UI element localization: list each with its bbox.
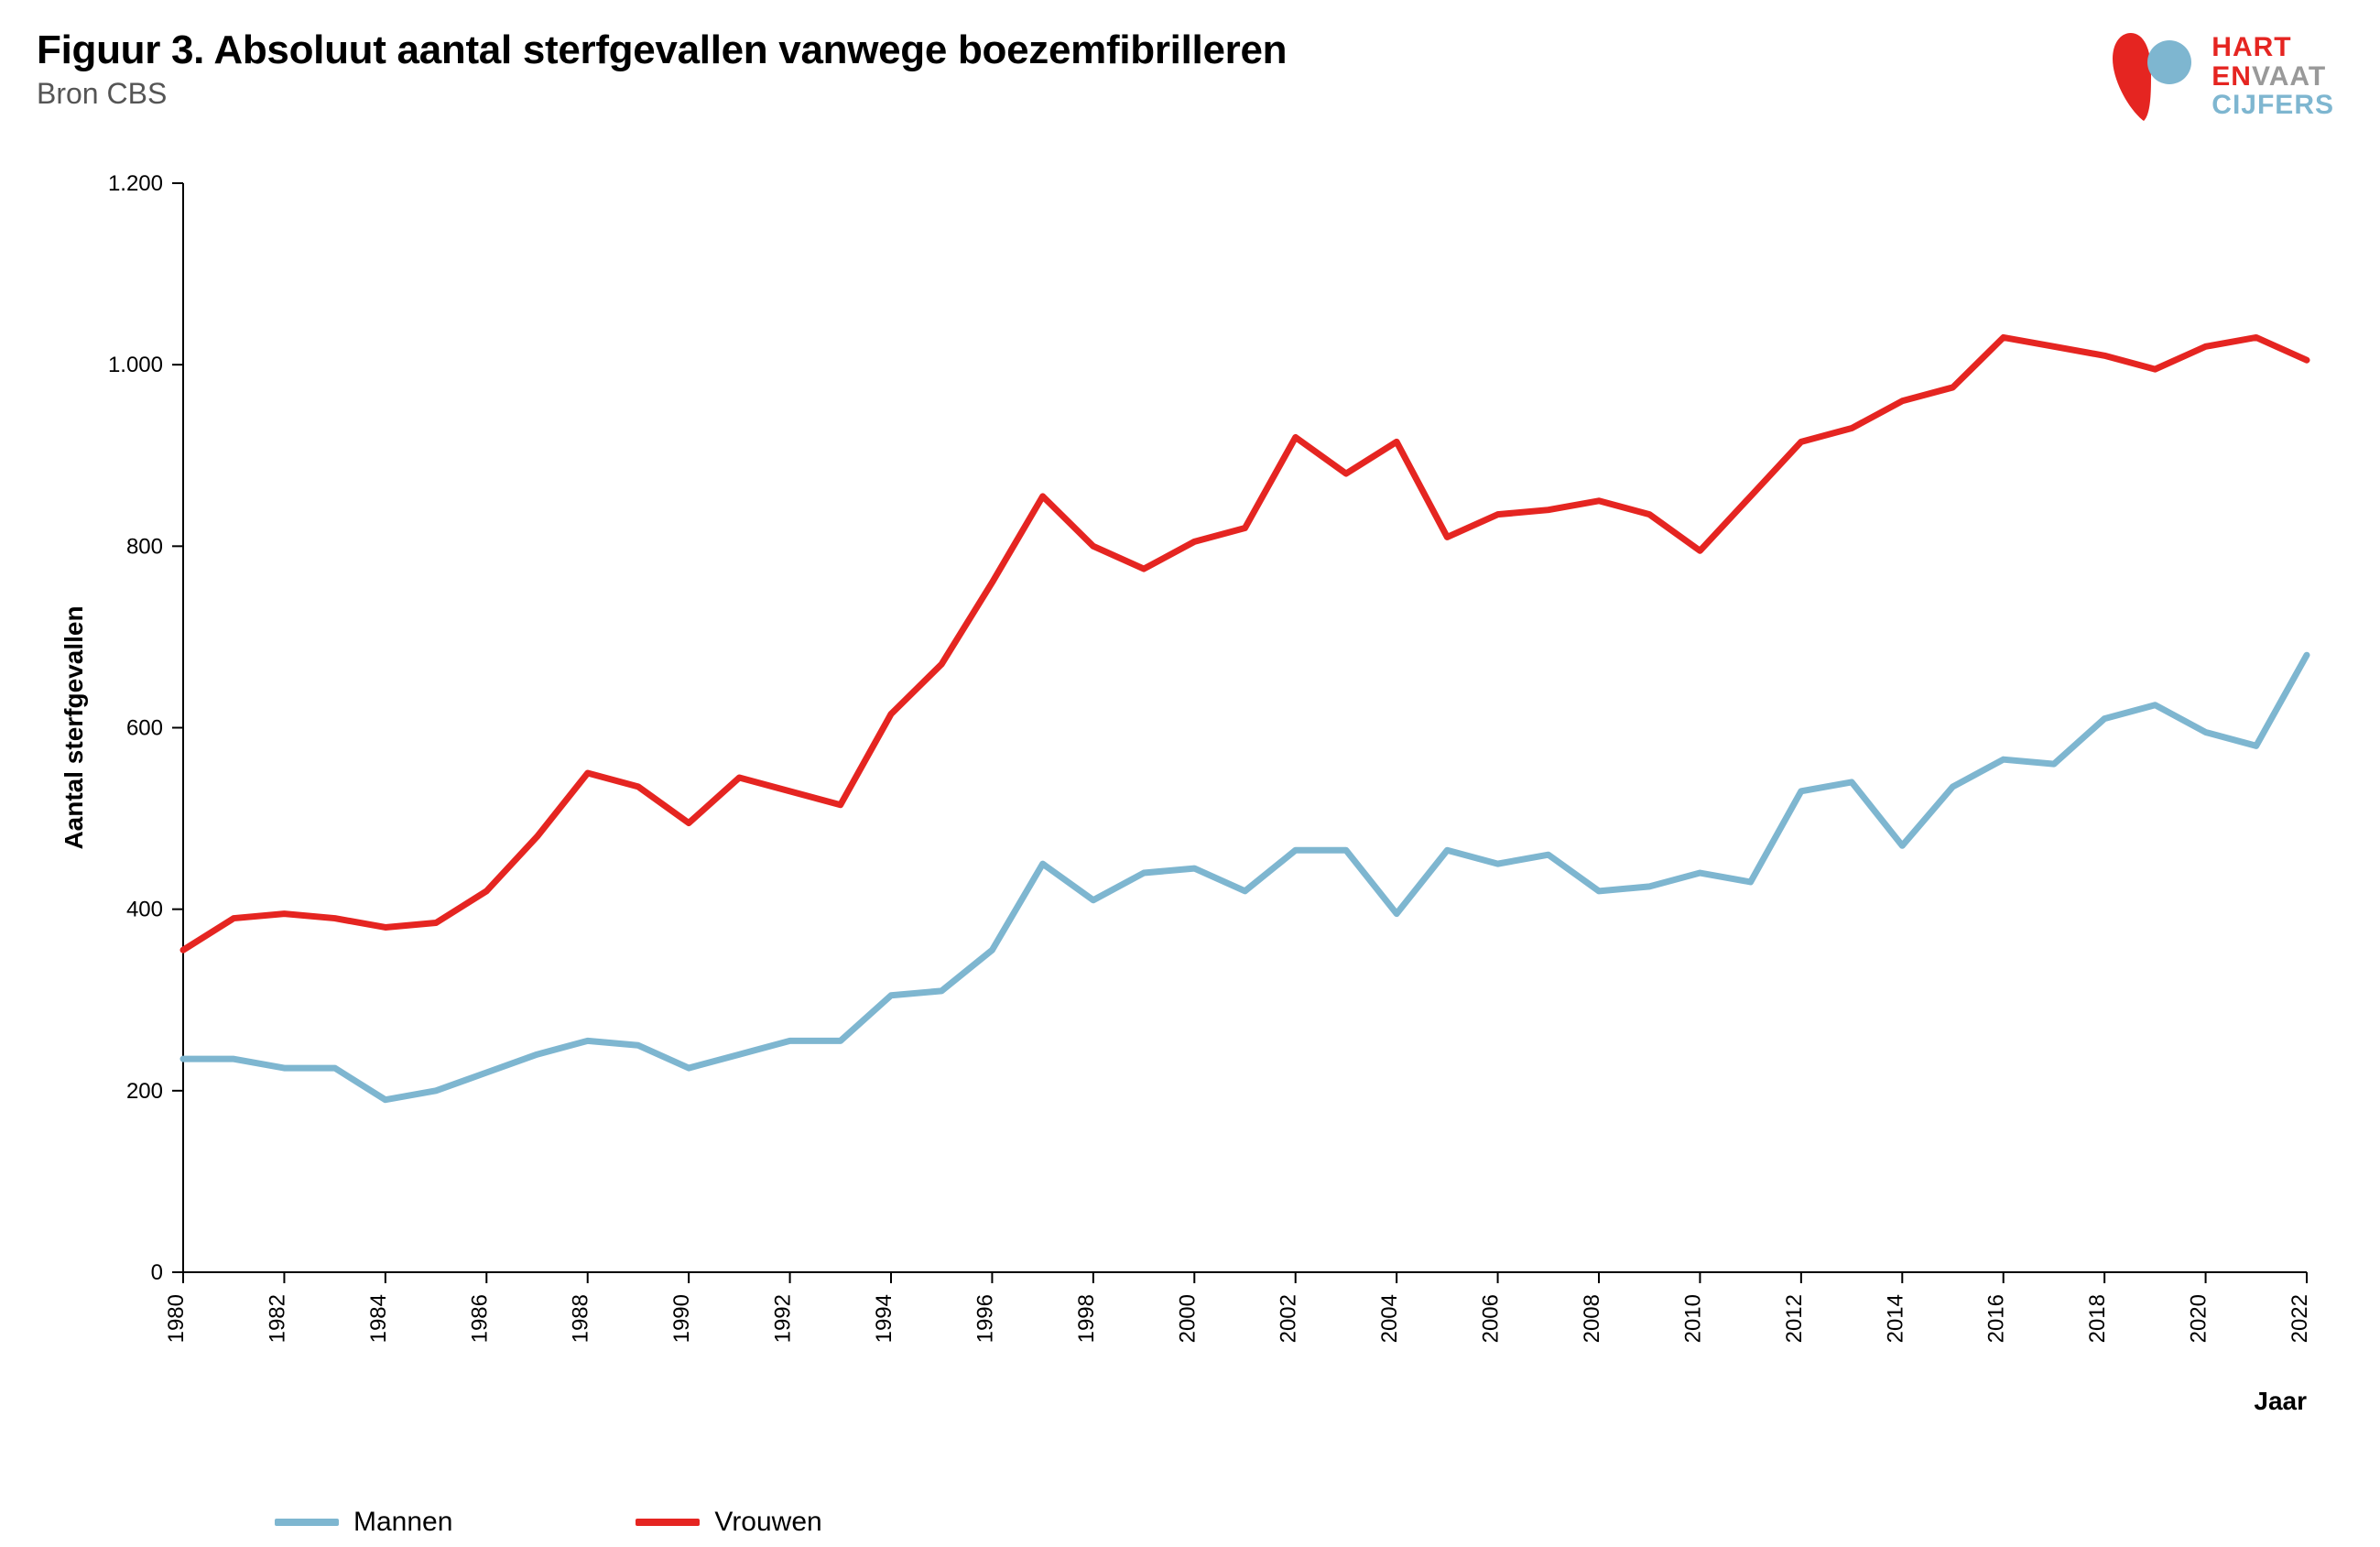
x-tick-label: 2010	[1680, 1294, 1705, 1343]
x-tick-label: 2008	[1580, 1294, 1604, 1343]
chart-container: 0 200 400 600 800 1.000 1.200 Aantal sterfgeval…	[37, 165, 2343, 1510]
x-tick-label: 1986	[467, 1294, 492, 1343]
x-tick-label: 2004	[1377, 1294, 1402, 1343]
chart-legend: Mannen Vrouwen	[275, 1507, 822, 1538]
legend-item: Mannen	[275, 1507, 452, 1538]
chart-title: Figuur 3. Absoluut aantal sterfgevallen …	[37, 27, 2343, 73]
x-tick-label: 1994	[872, 1294, 897, 1343]
x-tick-label: 2022	[2288, 1294, 2312, 1343]
y-tick-label: 0	[151, 1260, 163, 1285]
legend-label: Mannen	[353, 1507, 452, 1538]
x-tick-label: 1982	[265, 1294, 289, 1343]
legend-swatch	[275, 1519, 339, 1526]
y-tick-label: 1.000	[108, 353, 163, 377]
x-axis-label: Jaar	[2254, 1387, 2307, 1415]
x-tick-label: 2012	[1782, 1294, 1807, 1343]
chart-header: Figuur 3. Absoluut aantal sterfgevallen …	[37, 27, 2343, 147]
legend-swatch	[636, 1519, 700, 1526]
y-tick-label: 1.200	[108, 171, 163, 196]
y-tick-label: 400	[126, 898, 163, 922]
x-tick-label: 2020	[2187, 1294, 2212, 1343]
line-chart: 0 200 400 600 800 1.000 1.200 Aantal sterfgeval…	[37, 165, 2343, 1510]
x-tick-label: 1992	[771, 1294, 796, 1343]
x-tick-label: 1988	[569, 1294, 593, 1343]
y-tick-label: 600	[126, 716, 163, 741]
logo-text: HART ENVAAT CIJFERS	[2212, 33, 2334, 120]
x-tick-label: 1980	[164, 1294, 189, 1343]
legend-item: Vrouwen	[636, 1507, 821, 1538]
x-tick-label: 2002	[1277, 1294, 1301, 1343]
x-tick-label: 1996	[973, 1294, 997, 1343]
y-axis-label: Aantal sterfgevallen	[60, 605, 88, 849]
legend-label: Vrouwen	[714, 1507, 821, 1538]
chart-subtitle: Bron CBS	[37, 77, 2343, 111]
x-tick-label: 2000	[1175, 1294, 1200, 1343]
x-tick-label: 2006	[1479, 1294, 1504, 1343]
y-tick-label: 800	[126, 534, 163, 559]
x-tick-label: 1984	[366, 1294, 391, 1343]
y-tick-label: 200	[126, 1079, 163, 1104]
x-tick-label: 1990	[669, 1294, 694, 1343]
series-line	[183, 337, 2307, 950]
brand-logo: HART ENVAAT CIJFERS	[2107, 27, 2334, 128]
x-tick-label: 2016	[1984, 1294, 2009, 1343]
logo-mark-icon	[2107, 27, 2208, 128]
x-tick-label: 2014	[1883, 1294, 1907, 1343]
x-tick-label: 2018	[2085, 1294, 2110, 1343]
x-tick-label: 1998	[1074, 1294, 1099, 1343]
